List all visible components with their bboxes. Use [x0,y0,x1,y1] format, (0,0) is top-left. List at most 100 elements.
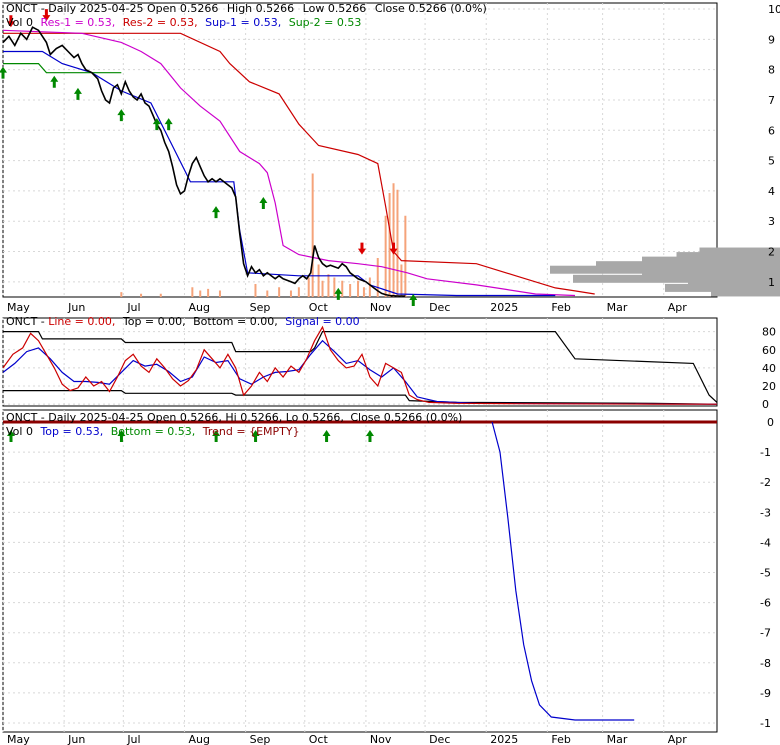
trend-y-tick-5: -5 [760,567,771,580]
volume-bar-14 [362,287,365,297]
price-header-vol: Vol 0 [6,16,33,29]
trend-x-tick-5: Oct [309,733,329,745]
trend-y-tick-3: -3 [760,506,771,519]
stochastic-header-signal: Signal = 0.00 [285,315,360,328]
close-price-line [2,26,406,297]
volume-bars [120,173,407,297]
volume-profile-bar-2 [642,256,780,265]
trend-y-tick-2: -2 [760,476,771,489]
trend-signal-arrows [7,430,374,443]
stochastic-y-ticks: 80 60 40 20 0 [762,326,776,412]
sell-arrow-1 [42,9,51,22]
volume-bar-11 [341,280,344,297]
volume-bar-23 [191,287,194,297]
volume-bar-4 [297,287,300,297]
stochastic-line [2,325,718,405]
trend-x-tick-2: Jul [126,733,140,745]
volume-bar-25 [207,288,210,297]
volume-bar-3 [289,290,292,297]
stochastic-header-line: Line = 0.00, [48,315,115,328]
volume-profile-bar-3 [596,261,780,270]
price-y-tick-1: 9 [768,33,775,46]
trend-header-prefix: ONCT - Daily 2025-04-25 Open 0.5266, [6,411,222,424]
price-x-tick-3: Aug [188,301,209,314]
volume-bar-6 [311,173,314,297]
trend-x-tick-10: Mar [607,733,628,745]
volume-profile-bar-7 [688,279,780,288]
volume-bar-22 [404,215,407,297]
buy-arrow-5 [164,118,173,131]
trend-header-line1: ONCT - Daily 2025-04-25 Open 0.5266, Hi … [6,411,462,424]
stochastic-signal-line [2,339,718,405]
buy-arrow-8 [334,287,343,300]
trend-x-tick-11: Apr [668,733,688,745]
trend-y-tick-0: 0 [767,416,774,429]
price-x-tick-1: Jun [67,301,85,314]
volume-bar-5 [307,277,310,297]
price-y-tick-8: 2 [768,246,775,259]
stochastic-y-tick-1: 60 [762,344,776,357]
trend-x-tick-4: Sep [250,733,271,745]
trend-y-tick-4: -4 [760,536,771,549]
volume-bar-7 [317,264,320,297]
volume-bar-21 [400,264,403,297]
trend-header-vol: Vol 0 [6,425,33,438]
volume-bar-12 [349,284,352,297]
stochastic-y-tick-3: 20 [762,380,776,393]
price-x-ticks: May Jun Jul Aug Sep Oct Nov Dec 2025 Feb Mar Apr [7,301,687,314]
volume-bar-29 [159,293,162,297]
trend-header-line2: Vol 0 Top = 0.53, Bottom = 0.53, Trend =… [6,425,300,438]
trend-header-bottom: Bottom = 0.53, [111,425,196,438]
price-x-tick-8: 2025 [490,301,518,314]
trend-x-ticks: May Jun Jul Aug Sep Oct Nov Dec 2025 Feb Mar Apr [7,733,687,745]
trend-buy-arrow-2 [212,430,221,443]
price-header-low: Low 0.5266 [303,2,367,15]
trend-x-tick-0: May [7,733,30,745]
price-x-tick-11: Apr [668,301,688,314]
price-x-tick-10: Mar [607,301,628,314]
trend-x-tick-6: Nov [370,733,392,745]
price-header-prefix: ONCT - Daily 2025-04-25 Open 0.5266 [6,2,218,15]
sell-arrow-3 [389,242,398,255]
res2-line [3,32,595,295]
volume-profile-bar-6 [573,274,780,283]
price-header-line2: Vol 0 Res-1 = 0.53, Res-2 = 0.53, Sup-1 … [6,16,361,29]
volume-bar-20 [396,189,399,297]
trend-buy-arrow-3 [251,430,260,443]
stochastic-panel: 80 60 40 20 0 ONCT - Line = 0.00, Top = 0.00… [2,315,776,412]
trend-panel-frame [2,409,718,733]
volume-bar-26 [218,290,221,297]
trend-x-tick-7: Dec [429,733,450,745]
trend-grid [2,410,717,732]
trend-y-tick-8: -8 [760,657,771,670]
sell-arrow-2 [357,242,366,255]
trend-x-tick-3: Aug [188,733,209,745]
buy-arrow-9 [409,293,418,306]
trend-header-top: Top = 0.53, [39,425,103,438]
trend-y-tick-7: -7 [760,627,771,640]
signal-arrows [0,9,418,306]
price-y-tick-5: 5 [768,155,775,168]
trend-y-tick-10: -1 [760,717,771,730]
trend-y-tick-1: -1 [760,446,771,459]
stochastic-bottom-line [3,390,718,405]
stochastic-y-tick-4: 0 [762,398,769,411]
price-panel-frame [2,2,718,298]
trend-buy-arrow-4 [322,430,331,443]
price-x-tick-5: Oct [309,301,329,314]
price-y-tick-3: 7 [768,94,775,107]
trend-fall-line [491,421,635,721]
price-y-tick-2: 8 [768,64,775,77]
trend-panel: 0 -1 -2 -3 -4 -5 -6 -7 -8 -9 -1 May Jun Jul Aug Sep Oct… [2,409,774,745]
price-x-tick-4: Sep [250,301,271,314]
price-panel: 10 9 8 7 6 5 4 3 2 1 May Jun Jul Aug Sep Oct Nov Dec 2025… [0,2,780,314]
trend-buy-arrow-0 [7,430,15,443]
volume-bar-13 [357,280,360,297]
price-x-tick-2: Jul [126,301,140,314]
buy-arrow-6 [212,206,221,219]
volume-bar-8 [321,280,324,297]
trend-header-close: Close 0.5266 (0.0%) [350,411,462,424]
volume-bar-1 [266,290,269,297]
stochastic-y-tick-0: 80 [762,326,776,339]
sell-arrow-0 [6,15,15,28]
